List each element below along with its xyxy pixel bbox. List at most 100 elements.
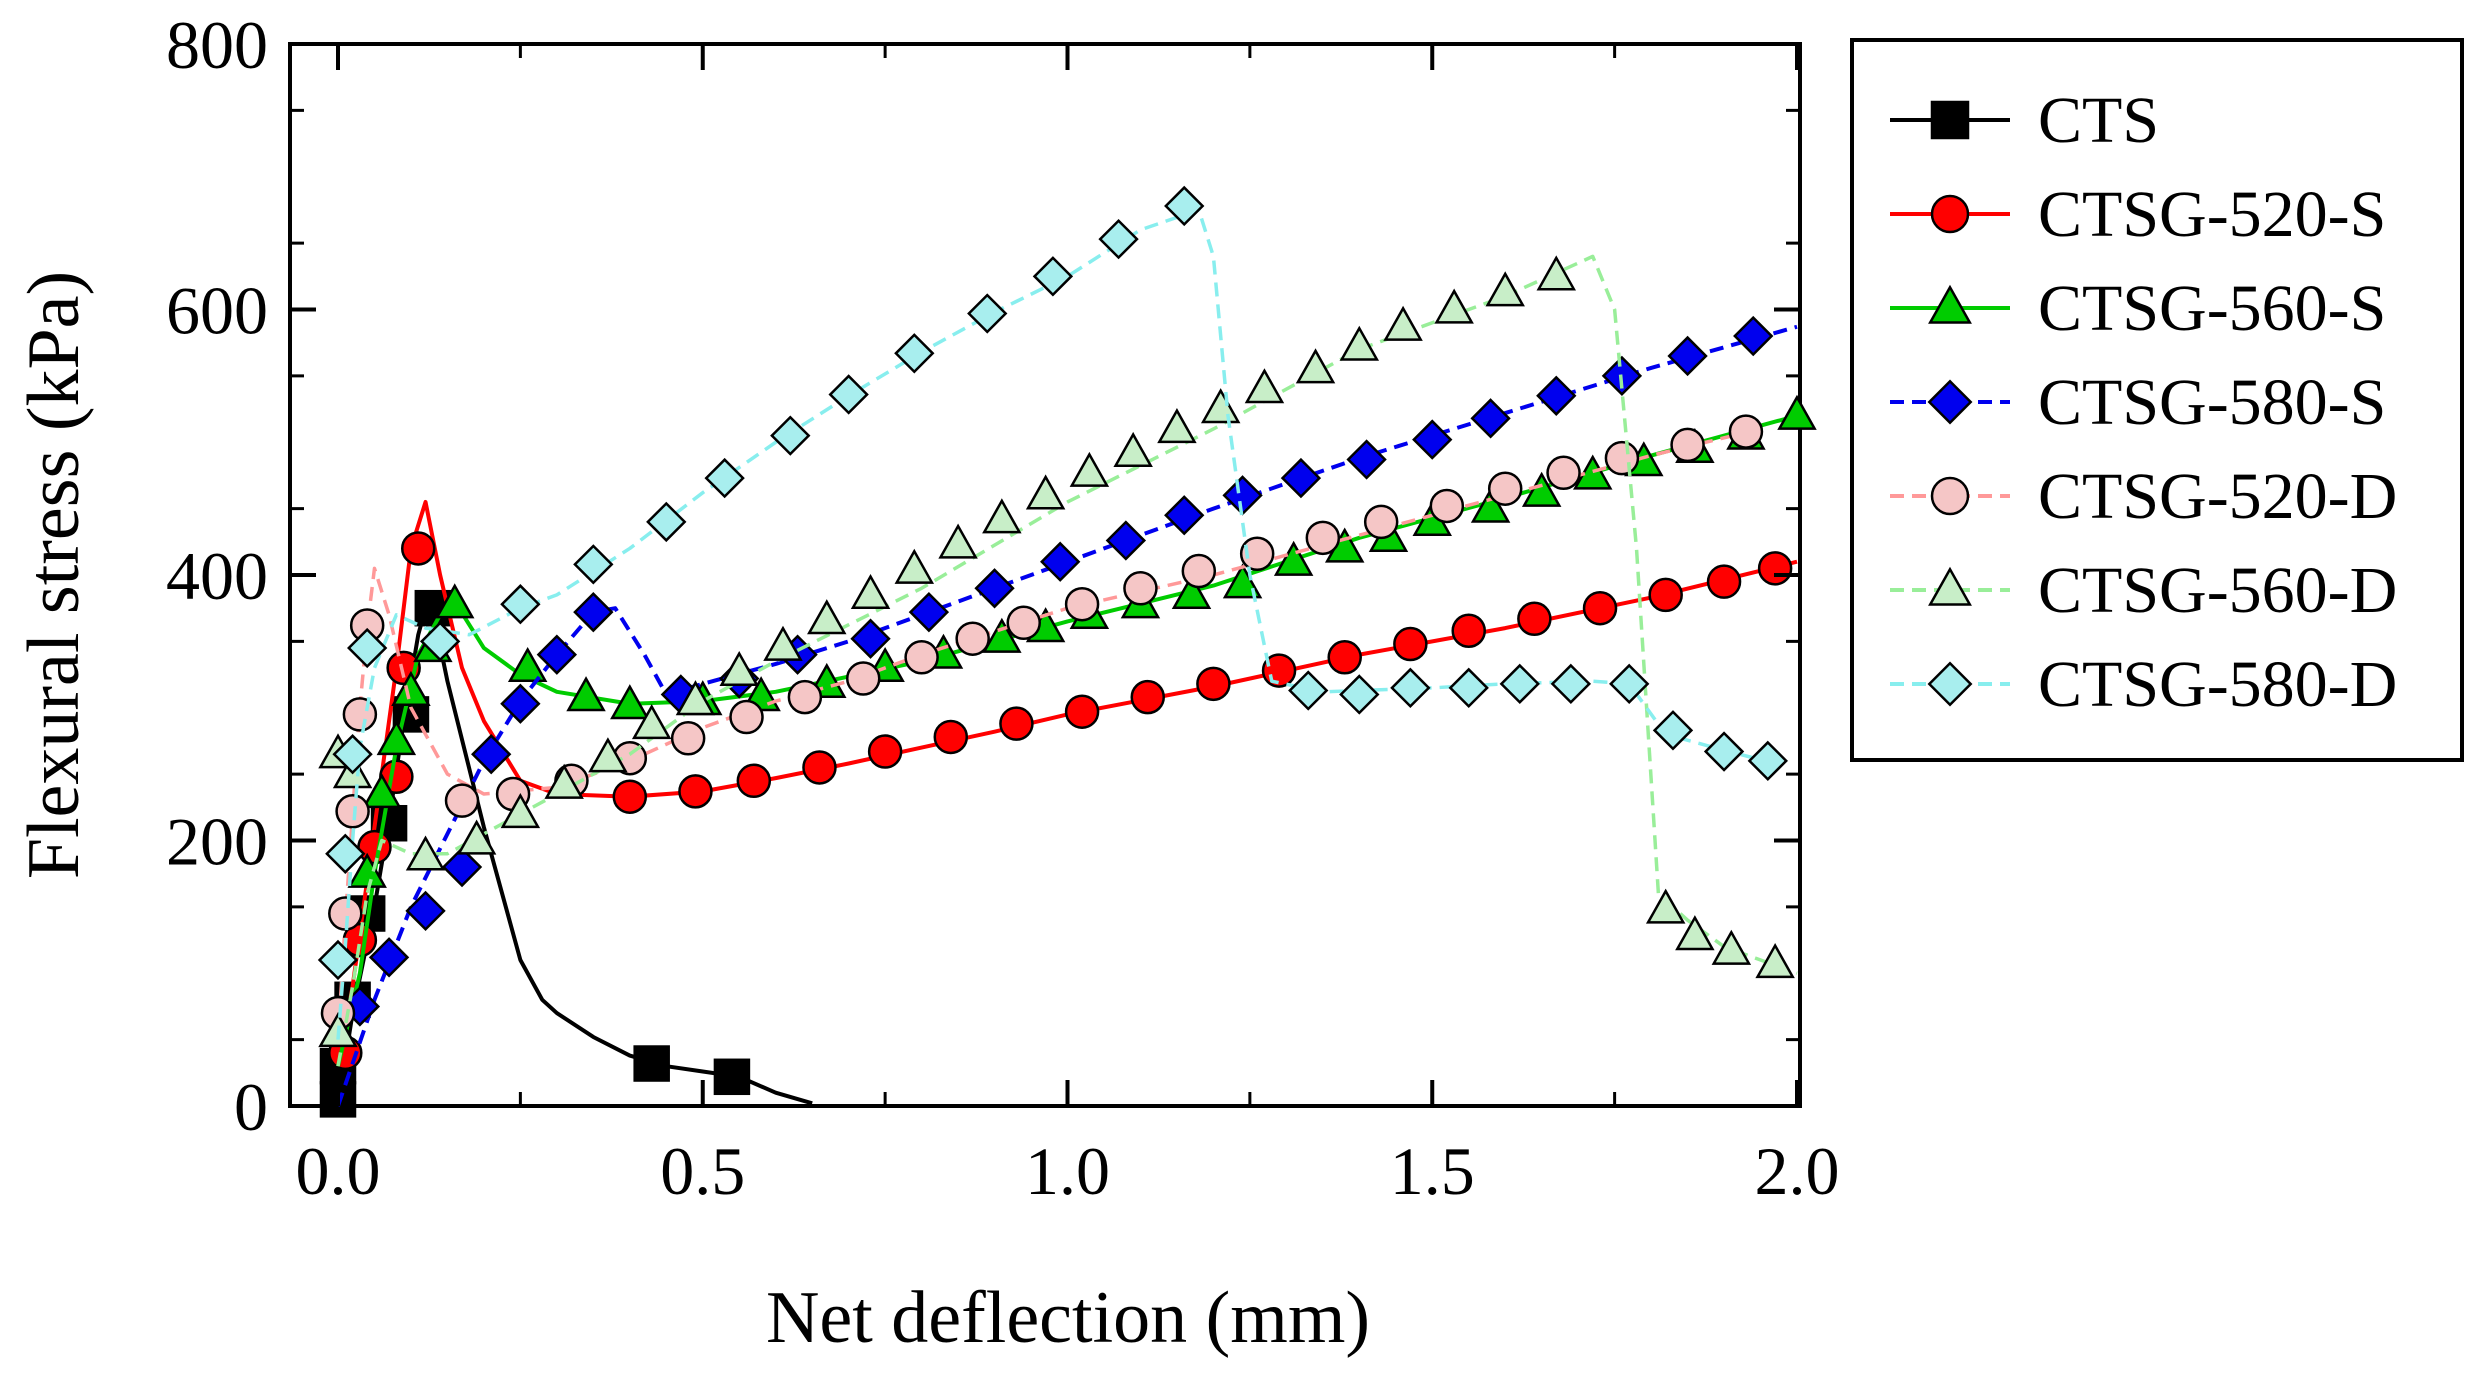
data-point (1098, 218, 1139, 260)
data-point (1123, 571, 1158, 606)
data-point (434, 583, 475, 619)
legend-swatch-marker (1930, 476, 1970, 516)
data-point (1470, 398, 1511, 439)
data-point (536, 634, 578, 675)
data-point (967, 293, 1008, 334)
data-point (1222, 475, 1263, 516)
legend-label: CTSG-580-D (2038, 648, 2397, 721)
data-point (471, 734, 512, 775)
legend-label: CTSG-580-S (2038, 366, 2386, 439)
series-6 (318, 254, 1798, 1067)
data-point (1777, 394, 1817, 430)
data-point (1670, 427, 1705, 463)
x-tick-label: 2.0 (1755, 1133, 1840, 1209)
data-point (1157, 408, 1197, 444)
data-point (1164, 495, 1205, 536)
data-point (500, 683, 541, 724)
data-point (1064, 586, 1100, 622)
legend-item: CTSG-560-S (1890, 272, 2386, 345)
legend-item: CTSG-580-D (1890, 648, 2397, 721)
data-point (347, 627, 388, 669)
data-point (704, 457, 745, 499)
legend-label: CTSG-520-S (2038, 178, 2386, 251)
data-point (573, 592, 614, 633)
legend-item: CTSG-520-S (1890, 178, 2386, 251)
plot-area (288, 42, 1817, 1118)
data-point (933, 719, 969, 755)
y-tick-label: 400 (166, 538, 268, 614)
data-point (1711, 929, 1752, 965)
data-point (347, 852, 387, 888)
data-point (317, 939, 359, 981)
data-point (1733, 315, 1774, 357)
series-layer (317, 185, 1817, 1118)
data-point (342, 697, 378, 732)
data-point (507, 646, 548, 683)
data-point (845, 661, 881, 696)
data-point (1280, 457, 1322, 499)
series-line (336, 427, 1761, 1040)
data-point (1517, 601, 1552, 637)
y-axis: 0 200 400 600 800 (166, 7, 1800, 1145)
data-point (1550, 663, 1592, 705)
data-point (1346, 439, 1387, 480)
data-point (1521, 471, 1562, 507)
data-point (544, 763, 584, 799)
data-point (405, 835, 446, 871)
data-point (1747, 740, 1788, 782)
series-5 (320, 414, 1764, 1040)
data-point (1757, 551, 1793, 586)
data-point (1667, 335, 1708, 377)
series-line (336, 413, 1798, 1067)
data-point (1069, 451, 1110, 487)
data-point (1339, 674, 1380, 715)
data-point (1728, 414, 1764, 449)
x-tick-label: 1.0 (1025, 1133, 1110, 1209)
data-point (1487, 471, 1523, 506)
data-point (1536, 375, 1577, 416)
data-point (867, 734, 903, 769)
legend-swatch-marker (1928, 284, 1972, 324)
data-point (1288, 670, 1329, 711)
data-point (444, 783, 480, 818)
data-point (441, 846, 483, 888)
data-point (588, 737, 628, 773)
legend-swatch-marker (1930, 100, 1970, 140)
data-point (646, 501, 687, 543)
data-point (1244, 368, 1285, 404)
data-point (736, 763, 772, 799)
data-point (713, 1058, 751, 1096)
data-point (894, 333, 935, 374)
data-point (982, 617, 1022, 653)
data-point (1451, 613, 1486, 649)
data-point (719, 650, 759, 687)
data-point (729, 699, 764, 735)
data-point (1485, 271, 1525, 307)
data-point (1171, 573, 1212, 610)
x-tick-label: 0.5 (660, 1133, 745, 1209)
data-point (894, 548, 935, 584)
data-point (1105, 520, 1147, 561)
data-point (612, 779, 648, 814)
data-point (670, 721, 706, 756)
series-7 (317, 185, 1788, 1040)
legend: CTS CTSG-520-S CTSG-560-S CTSG-580-S CTSG-52… (1850, 38, 2464, 762)
y-tick-label: 200 (166, 804, 268, 880)
data-point (678, 774, 713, 809)
data-point (1239, 536, 1275, 572)
data-point (763, 625, 803, 661)
data-point (1064, 694, 1100, 729)
data-point (850, 618, 891, 659)
data-point (1703, 731, 1745, 772)
y-tick-label: 600 (166, 273, 268, 349)
data-point (999, 706, 1034, 741)
data-point (1604, 440, 1640, 476)
data-point (1648, 577, 1683, 613)
x-axis: 0.0 0.5 1.0 1.5 2.0 (296, 44, 1840, 1209)
x-axis-title: Net deflection (mm) (766, 1277, 1370, 1359)
data-point (974, 568, 1015, 609)
data-point (1582, 590, 1618, 626)
data-point (1339, 325, 1380, 361)
data-point (633, 1045, 670, 1082)
data-point (1200, 388, 1241, 424)
